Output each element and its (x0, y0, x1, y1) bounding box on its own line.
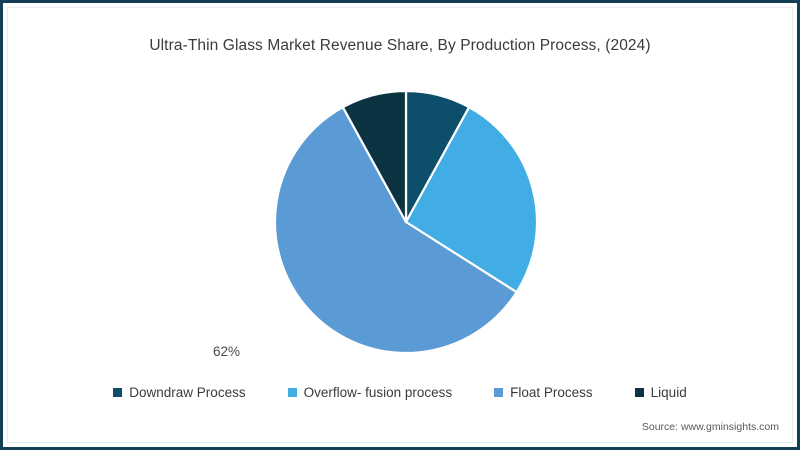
chart-legend: Downdraw Process Overflow- fusion process… (3, 385, 797, 400)
legend-item[interactable]: Float Process (494, 385, 593, 400)
pie-chart-area: 62% (3, 91, 800, 381)
pie-slice[interactable] (404, 106, 539, 294)
legend-item[interactable]: Overflow- fusion process (287, 385, 453, 400)
source-attribution: Source: www.gminsights.com (641, 421, 779, 433)
float-share-callout: 62% (213, 344, 241, 359)
legend-item-label: Overflow- fusion process (303, 385, 453, 400)
legend-swatch-icon (634, 388, 644, 397)
legend-item[interactable]: Downdraw Process (113, 385, 246, 400)
pie-slice[interactable] (275, 106, 518, 355)
legend-swatch-icon (113, 388, 123, 397)
pie-slice-group (275, 91, 539, 355)
legend-swatch-icon (494, 388, 504, 397)
pie-slice[interactable] (341, 91, 408, 224)
legend-swatch-icon (287, 388, 297, 397)
legend-item-label: Downdraw Process (129, 385, 246, 400)
legend-item-label: Liquid (650, 385, 687, 400)
legend-item-label: Float Process (510, 385, 593, 400)
legend-item[interactable]: Liquid (634, 385, 687, 400)
pie-chart-svg (275, 91, 539, 355)
page-title: Ultra-Thin Glass Market Revenue Share, B… (149, 37, 651, 54)
